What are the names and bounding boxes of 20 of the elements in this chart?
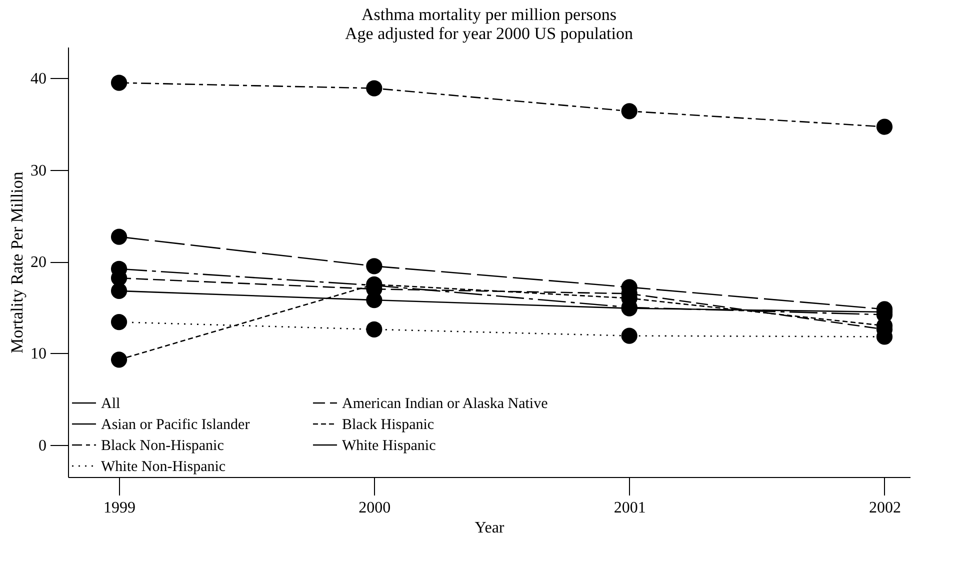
legend-label: Asian or Pacific Islander (101, 417, 250, 433)
x-axis-title: Year (474, 520, 505, 536)
x-tick-label: 2001 (614, 500, 646, 516)
y-tick-label: 10 (30, 346, 46, 363)
y-tick-label: 20 (30, 254, 46, 272)
y-tick-label: 0 (38, 437, 46, 454)
legend-label: American Indian or Alaska Native (342, 396, 548, 412)
y-tick-label: 40 (30, 70, 46, 88)
y-tick-label: 30 (30, 162, 46, 180)
legend-label: White Non-Hispanic (101, 459, 226, 475)
legend-label: White Hispanic (342, 438, 436, 454)
legend-label: All (101, 396, 120, 412)
chart-title: Asthma mortality per million persons (362, 5, 616, 24)
x-tick-label: 1999 (104, 500, 136, 516)
y-axis-title: Mortality Rate Per Million (8, 171, 26, 354)
x-tick-label: 2000 (358, 500, 391, 516)
x-tick-label: 2002 (868, 500, 901, 516)
chart-subtitle: Age adjusted for year 2000 US population (345, 24, 634, 43)
legend-label: Black Non-Hispanic (101, 438, 224, 454)
legend-label: Black Hispanic (342, 417, 434, 433)
